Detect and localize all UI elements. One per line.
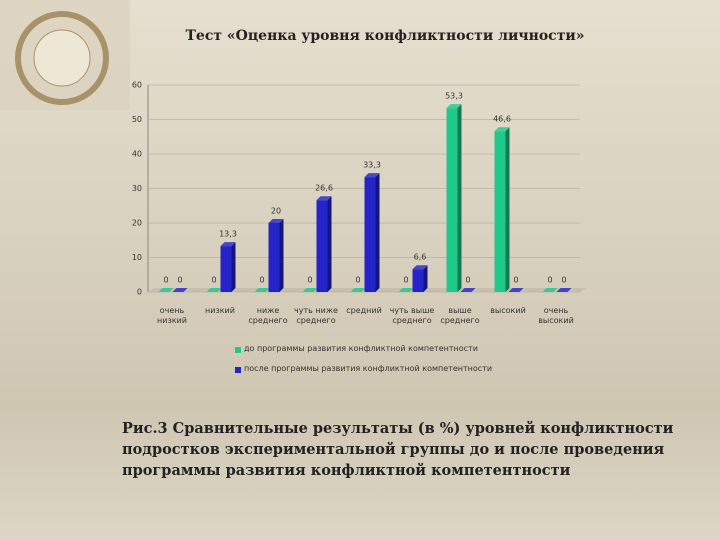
data-label: 26,6 [315, 184, 333, 193]
data-label: 13,3 [219, 230, 237, 239]
bar [268, 223, 280, 292]
data-label: 0 [259, 276, 264, 285]
x-tick-label: выше среднего [440, 306, 480, 325]
data-label: 33,3 [363, 161, 381, 170]
x-tick-label: высокий [490, 306, 526, 315]
data-label: 6,6 [414, 253, 427, 262]
caption: Рис.3 Сравнительные результаты (в %) уро… [122, 420, 674, 479]
bar-top [446, 104, 462, 109]
bar-top [158, 288, 174, 292]
legend-label: до программы развития конфликтной компет… [244, 344, 478, 353]
bar [494, 131, 506, 292]
bar-top [364, 173, 380, 178]
bar-side [457, 104, 462, 293]
y-tick-label: 0 [137, 288, 142, 297]
bar [446, 108, 458, 293]
x-tick-label: средний [346, 306, 382, 315]
bar [364, 177, 376, 292]
bar-side [231, 242, 236, 292]
data-label: 0 [465, 276, 470, 285]
bar-top [412, 265, 428, 270]
x-tick-label: очень высокий [538, 306, 574, 325]
bar-top [220, 242, 236, 247]
data-label: 46,6 [493, 115, 511, 124]
bar-top [494, 127, 510, 132]
x-tick-label: чуть ниже среднего [294, 306, 338, 325]
bar-top [206, 288, 222, 292]
data-label: 0 [403, 276, 408, 285]
data-label: 0 [547, 276, 552, 285]
data-label: 53,3 [445, 92, 463, 101]
data-label: 0 [355, 276, 360, 285]
chart-title: Тест «Оценка уровня конфликтности личнос… [185, 28, 585, 44]
data-label: 0 [211, 276, 216, 285]
bar-side [279, 219, 284, 292]
bar-top [302, 288, 318, 292]
y-tick-label: 20 [132, 219, 142, 228]
bar [316, 200, 328, 292]
bar-top [508, 288, 524, 292]
bar-top [316, 196, 332, 201]
bar-top [268, 219, 284, 223]
bar-side [423, 265, 428, 292]
legend-label: после программы развития конфликтной ком… [244, 364, 493, 373]
x-tick-label: очень низкий [157, 306, 187, 325]
bar-top [172, 288, 188, 292]
y-tick-label: 40 [132, 150, 142, 159]
legend-swatch [235, 367, 241, 373]
bar [220, 246, 232, 292]
legend-swatch [235, 347, 241, 353]
bar-top [556, 288, 572, 292]
logo [33, 29, 91, 87]
x-tick-label: ниже среднего [248, 306, 288, 325]
bar-top [254, 288, 270, 292]
y-tick-label: 10 [132, 253, 142, 262]
data-label: 0 [177, 276, 182, 285]
bar-side [375, 173, 380, 292]
bar [412, 269, 424, 292]
x-tick-label: низкий [205, 306, 235, 315]
data-label: 0 [163, 276, 168, 285]
bar-side [327, 196, 332, 292]
bar-top [542, 288, 558, 292]
y-tick-label: 30 [132, 184, 142, 193]
y-tick-label: 60 [132, 81, 142, 90]
bar-top [350, 288, 366, 292]
data-label: 0 [561, 276, 566, 285]
bar-top [460, 288, 476, 292]
bar-top [398, 288, 414, 292]
y-tick-label: 50 [132, 115, 142, 124]
data-label: 20 [271, 207, 281, 216]
x-tick-label: чуть выше среднего [389, 306, 435, 325]
data-label: 0 [513, 276, 518, 285]
bar-side [505, 127, 510, 292]
logo [15, 11, 109, 105]
data-label: 0 [307, 276, 312, 285]
